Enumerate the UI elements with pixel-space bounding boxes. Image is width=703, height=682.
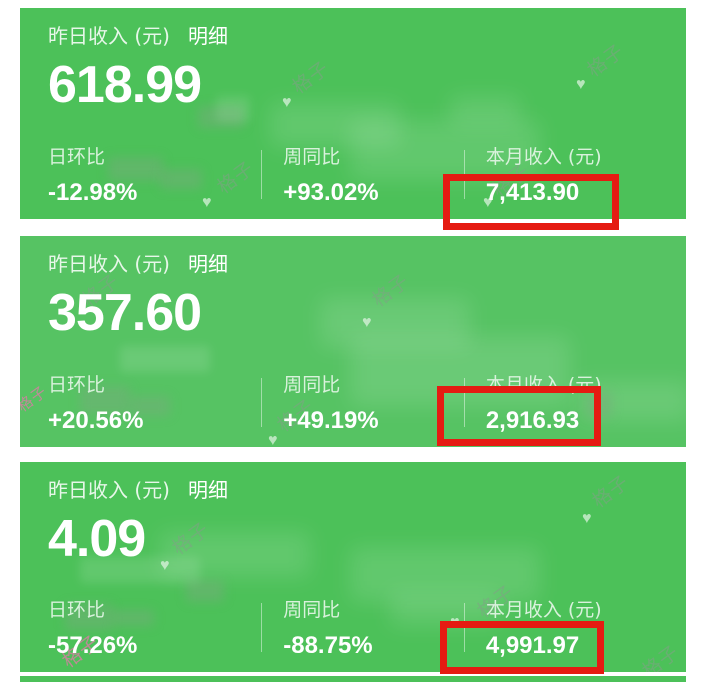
card-title: 昨日收入 (元) — [48, 24, 170, 48]
stat-monthly-income: 本月收入 (元) 7,413.90 — [463, 146, 676, 206]
stat-day-over-day: 日环比 -57.26% — [48, 601, 261, 658]
stat-value: 2,916.93 — [485, 407, 580, 434]
card-title: 昨日收入 (元) — [48, 478, 170, 502]
blur-artifact — [450, 96, 520, 126]
stat-label: 日环比 — [48, 374, 106, 396]
yesterday-income-amount: 357.60 — [48, 284, 202, 342]
stat-label: 日环比 — [48, 599, 106, 621]
card-stats-row: 日环比 +20.56% 周同比 +49.19% 本月收入 (元) 2,916.9… — [48, 376, 676, 433]
blur-artifact — [350, 120, 540, 180]
stat-value: +49.19% — [283, 407, 379, 434]
yesterday-income-amount: 4.09 — [48, 510, 146, 568]
stat-monthly-income: 本月收入 (元) 2,916.93 — [463, 374, 676, 434]
stat-value: -57.26% — [48, 632, 138, 659]
stat-day-over-day: 日环比 +20.56% — [48, 376, 261, 433]
card-background — [20, 236, 686, 447]
blur-artifact — [80, 386, 130, 414]
stat-value: 4,991.97 — [485, 632, 580, 659]
stat-day-over-day: 日环比 -12.98% — [48, 148, 261, 205]
yesterday-income-amount: 618.99 — [48, 56, 202, 114]
stat-value: 7,413.90 — [485, 179, 580, 206]
blur-artifact — [65, 604, 113, 630]
blur-artifact — [320, 298, 470, 348]
blur-artifact — [390, 592, 500, 626]
stat-value: +20.56% — [48, 407, 144, 434]
stat-label: 周同比 — [283, 374, 341, 396]
card-header: 昨日收入 (元) 明细 — [48, 480, 686, 500]
blur-artifact — [270, 103, 400, 147]
stat-value: +93.02% — [283, 179, 379, 206]
blur-artifact — [112, 610, 154, 626]
stat-value: -12.98% — [48, 179, 138, 206]
card-stats-row: 日环比 -12.98% 周同比 +93.02% 本月收入 (元) 7,413.9… — [48, 148, 676, 205]
blur-artifact — [160, 532, 310, 577]
detail-link[interactable]: 明细 — [187, 24, 228, 48]
stat-label: 本月收入 (元) — [485, 599, 602, 621]
stat-label: 日环比 — [48, 146, 106, 168]
stat-label: 周同比 — [283, 146, 341, 168]
blur-artifact — [130, 396, 170, 416]
card-header: 昨日收入 (元) 明细 — [48, 254, 686, 274]
blur-artifact — [108, 157, 163, 181]
blur-artifact — [350, 336, 570, 406]
card-title: 昨日收入 (元) — [48, 252, 170, 276]
stat-label: 本月收入 (元) — [485, 374, 602, 396]
blur-artifact — [350, 547, 540, 602]
blur-artifact — [198, 106, 244, 128]
blur-artifact — [120, 346, 210, 372]
card-background — [20, 8, 686, 219]
detail-link[interactable]: 明细 — [187, 252, 228, 276]
stat-monthly-income: 本月收入 (元) 4,991.97 — [463, 599, 676, 659]
income-card[interactable]: 格子 格子 ♥ 格子 ♥ 格子 昨日收入 (元) 明细 357.60 日环比 +… — [20, 236, 686, 447]
stat-week-over-week: 周同比 +49.19% — [261, 376, 464, 433]
stat-label: 本月收入 (元) — [485, 146, 602, 168]
stat-week-over-week: 周同比 -88.75% — [261, 601, 464, 658]
detail-link[interactable]: 明细 — [187, 478, 228, 502]
blur-artifact — [186, 580, 224, 602]
income-card[interactable]: 格子 ♥ 格子 ♥ 格子 ♥ ♥ 格子 昨日收入 (元) 明细 618.99 日… — [20, 8, 686, 219]
card-background — [20, 462, 686, 672]
card-stats-row: 日环比 -57.26% 周同比 -88.75% 本月收入 (元) 4,991.9… — [48, 601, 676, 658]
next-card-sliver — [20, 676, 686, 682]
blur-artifact — [160, 169, 202, 189]
card-header: 昨日收入 (元) 明细 — [48, 26, 686, 46]
blur-artifact — [80, 557, 200, 583]
stat-value: -88.75% — [283, 632, 373, 659]
stat-label: 周同比 — [283, 599, 341, 621]
blur-artifact — [216, 96, 250, 122]
income-card[interactable]: 格子 ♥ 格子 ♥ 格子 ♥ 格子 格子 昨日收入 (元) 明细 4.09 日环… — [20, 462, 686, 672]
stat-week-over-week: 周同比 +93.02% — [261, 148, 464, 205]
